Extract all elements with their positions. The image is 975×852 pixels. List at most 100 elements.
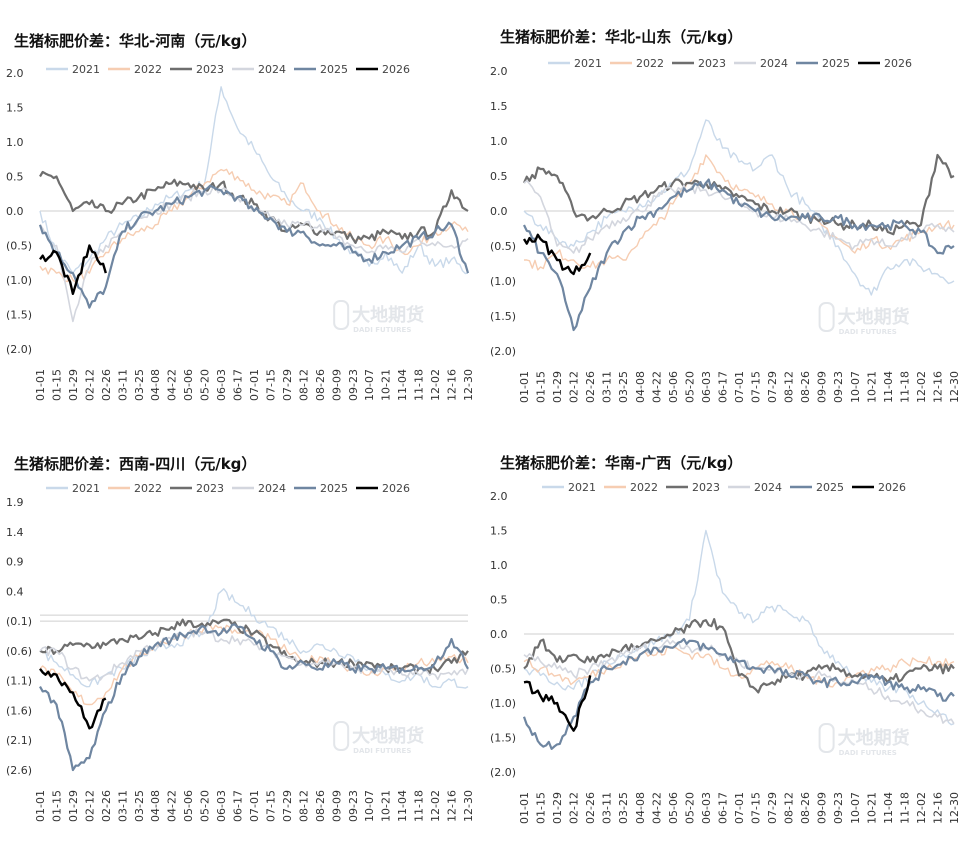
y-tick-label: 1.0 (6, 136, 24, 149)
x-tick-label: 05-20 (683, 792, 696, 824)
series-line-2021 (39, 86, 469, 275)
x-tick-label: 01-01 (34, 369, 47, 401)
x-tick-label: 07-29 (281, 369, 294, 401)
x-tick-label: 05-06 (182, 369, 195, 401)
legend-label-2026: 2026 (382, 63, 410, 76)
x-tick-label: 12-02 (429, 790, 442, 822)
x-tick-label: 08-12 (297, 369, 310, 401)
y-tick-label: (1.0) (490, 275, 516, 288)
x-tick-label: 07-15 (750, 792, 763, 824)
y-tick-label: 1.9 (6, 496, 24, 509)
legend-label-2025: 2025 (816, 481, 844, 494)
series-line-2026 (39, 244, 107, 295)
y-tick-label: 0.0 (490, 628, 508, 641)
x-tick-label: 11-04 (396, 369, 409, 401)
y-tick-label: 0.5 (6, 171, 24, 184)
x-tick-label: 07-01 (733, 371, 746, 403)
series-line-2023 (39, 170, 469, 244)
y-tick-label: 0.0 (6, 205, 24, 218)
x-tick-label: 07-01 (733, 792, 746, 824)
x-tick-label: 09-23 (347, 369, 360, 401)
x-tick-label: 07-29 (766, 792, 779, 824)
y-tick-label: (0.5) (6, 240, 32, 253)
legend-label-2021: 2021 (574, 57, 602, 70)
x-tick-label: 05-06 (182, 790, 195, 822)
x-tick-label: 04-22 (650, 792, 663, 824)
y-tick-label: (0.1) (6, 615, 32, 628)
x-tick-label: 05-06 (667, 371, 680, 403)
x-tick-label: 09-09 (816, 792, 829, 824)
series-line-2024 (39, 628, 469, 682)
legend-label-2021: 2021 (72, 482, 100, 495)
series-line-2023 (522, 153, 955, 236)
y-tick-label: 2.0 (490, 65, 508, 78)
x-tick-label: 12-16 (931, 792, 944, 824)
x-tick-label: 12-16 (446, 369, 459, 401)
x-tick-label: 12-16 (931, 371, 944, 403)
x-tick-label: 12-16 (446, 790, 459, 822)
series-line-2021 (523, 119, 955, 296)
x-tick-label: 09-23 (832, 371, 845, 403)
x-tick-label: 11-04 (882, 792, 895, 824)
watermark-text: 大地期货 (838, 306, 910, 328)
series-line-2024 (523, 180, 955, 254)
x-tick-label: 03-11 (601, 792, 614, 824)
x-tick-label: 02-26 (100, 790, 113, 822)
x-tick-label: 08-12 (783, 792, 796, 824)
y-tick-label: (2.0) (6, 343, 32, 356)
legend-label-2021: 2021 (568, 481, 596, 494)
x-tick-label: 01-01 (34, 790, 47, 822)
x-tick-label: 03-25 (133, 790, 146, 822)
watermark-subtext: DADI FUTURES (839, 328, 897, 336)
legend-label-2024: 2024 (760, 57, 788, 70)
x-tick-label: 04-22 (650, 371, 663, 403)
y-tick-label: (1.0) (490, 697, 516, 710)
watermark-logo (818, 723, 835, 753)
y-tick-label: 1.5 (6, 102, 24, 115)
x-tick-label: 05-20 (199, 369, 212, 401)
x-tick-label: 02-26 (584, 792, 597, 824)
x-tick-label: 08-12 (297, 790, 310, 822)
watermark-logo (333, 721, 350, 751)
x-tick-label: 09-09 (816, 371, 829, 403)
chart-title: 生猪标肥价差：华南-广西（元/kg） (500, 454, 742, 472)
y-tick-label: (1.1) (6, 675, 32, 688)
x-tick-label: 03-25 (617, 371, 630, 403)
series-line-2023 (39, 618, 469, 675)
x-tick-label: 08-26 (799, 371, 812, 403)
y-tick-label: (0.6) (6, 645, 32, 658)
x-tick-label: 08-12 (783, 371, 796, 403)
x-tick-label: 01-15 (50, 369, 63, 401)
x-tick-label: 09-09 (330, 790, 343, 822)
chart-panel-1: 生猪标肥价差：华北-河南（元/kg） 2021 2022 2023 2024 2025 20… (6, 32, 475, 401)
legend-label-2025: 2025 (320, 63, 348, 76)
legend-label-2026: 2026 (884, 57, 912, 70)
x-tick-label: 06-03 (215, 369, 228, 401)
y-tick-label: (1.0) (6, 274, 32, 287)
x-tick-label: 07-29 (766, 371, 779, 403)
x-tick-label: 06-17 (232, 790, 245, 822)
x-tick-label: 05-06 (667, 792, 680, 824)
x-tick-label: 07-15 (264, 369, 277, 401)
chart-title: 生猪标肥价差：西南-四川（元/kg） (14, 455, 256, 473)
legend-label-2024: 2024 (258, 482, 286, 495)
series-line-2022 (39, 623, 469, 706)
watermark-text: 大地期货 (352, 725, 424, 747)
y-tick-label: (1.6) (6, 704, 32, 717)
x-tick-label: 04-08 (149, 369, 162, 401)
x-tick-label: 03-11 (601, 371, 614, 403)
y-tick-label: (2.0) (490, 766, 516, 779)
x-tick-label: 04-08 (149, 790, 162, 822)
x-tick-label: 11-18 (898, 792, 911, 824)
x-tick-label: 08-26 (314, 369, 327, 401)
y-tick-label: (1.5) (490, 732, 516, 745)
x-tick-label: 09-23 (832, 792, 845, 824)
series-line-2025 (522, 637, 955, 751)
x-tick-label: 06-17 (716, 792, 729, 824)
y-tick-label: 0.4 (6, 585, 24, 598)
x-tick-label: 02-12 (83, 369, 96, 401)
x-tick-label: 03-11 (116, 790, 129, 822)
x-tick-label: 05-20 (683, 371, 696, 403)
watermark-logo (818, 302, 835, 332)
